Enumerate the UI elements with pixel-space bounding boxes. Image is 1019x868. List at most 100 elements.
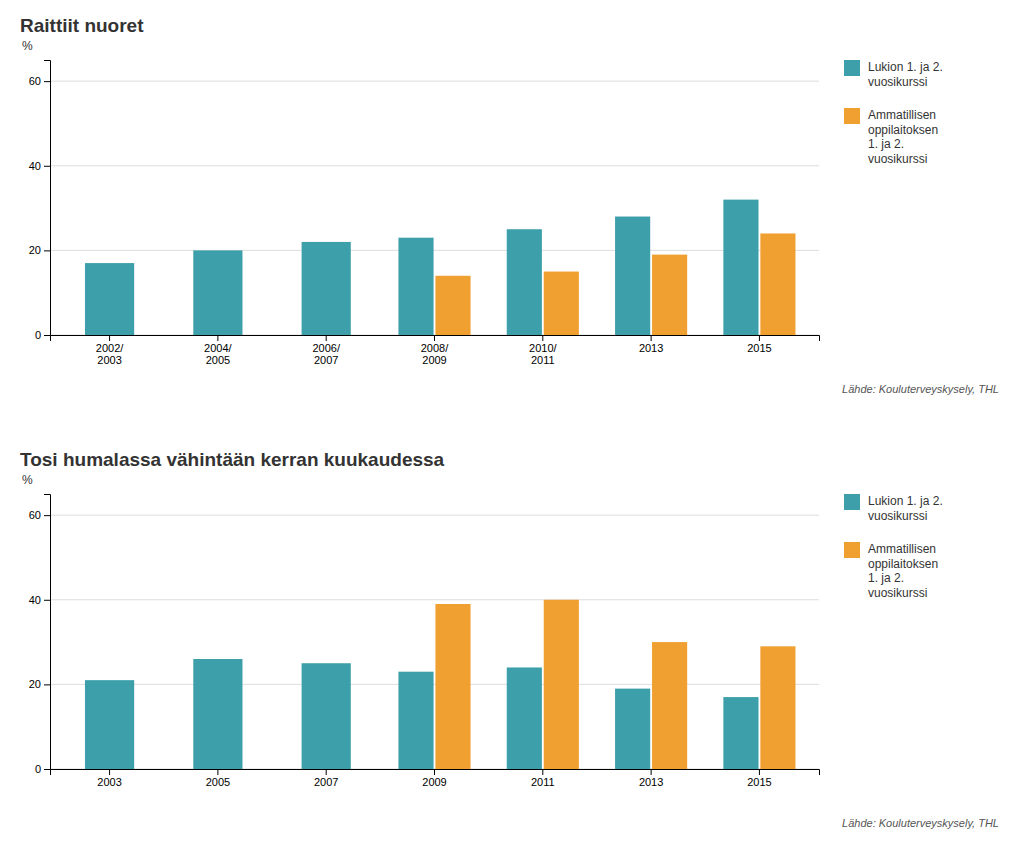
tick-label: 2007 [314, 776, 338, 788]
legend-item: Ammatillisenoppilaitoksen1. ja 2.vuosiku… [844, 108, 938, 166]
tick-label-line: 2013 [639, 776, 663, 788]
legend-label-line: vuosikurssi [868, 586, 927, 600]
tick: 2004/2005 [204, 335, 232, 366]
bars [85, 200, 796, 335]
bars [85, 600, 796, 769]
tick-label: 2013 [639, 342, 663, 354]
tick-label-line: 2010/ [529, 342, 557, 354]
tick-label-line: 2015 [747, 342, 771, 354]
tick-mark [44, 250, 50, 251]
tick-mark [326, 769, 327, 775]
legend-label: Ammatillisenoppilaitoksen1. ja 2.vuosiku… [868, 108, 938, 165]
axis-domain [51, 770, 820, 776]
axis-domain [44, 495, 51, 770]
tick-label-line: 2003 [97, 776, 121, 788]
legend-label-line: Lukion 1. ja 2. [868, 494, 943, 508]
grid-line [50, 250, 819, 251]
tick-label: 0 [35, 329, 41, 341]
tick: 40 [29, 160, 50, 172]
tick-mark [44, 769, 50, 770]
tick-label: 2002/2003 [96, 342, 124, 367]
legend-label-line: 1. ja 2. [868, 137, 904, 151]
tick: 2002/2003 [96, 335, 124, 366]
tick-label-line: 2015 [747, 776, 771, 788]
chart: Tosi humalassa vähintään kerran kuukaude… [20, 449, 999, 829]
bar [760, 233, 795, 335]
legend-label: Ammatillisenoppilaitoksen1. ja 2.vuosiku… [868, 542, 938, 599]
legend-label-line: Ammatillisen [868, 108, 936, 122]
bar [723, 697, 758, 769]
grid [50, 515, 819, 769]
tick-label-line: 2009 [422, 354, 446, 366]
tick: 2011 [531, 769, 555, 788]
tick-mark [109, 335, 110, 341]
grid [50, 81, 819, 335]
legend-label-line: vuosikurssi [868, 75, 927, 89]
legend-label: Lukion 1. ja 2.vuosikurssi [868, 494, 943, 522]
tick: 2008/2009 [421, 335, 449, 366]
tick-label-line: 2005 [206, 776, 230, 788]
tick-mark [44, 81, 50, 82]
tick: 2013 [639, 335, 663, 354]
tick-label: 2011 [531, 776, 555, 788]
tick: 2005 [206, 769, 230, 788]
legend-label-line: Lukion 1. ja 2. [868, 60, 943, 74]
bar [302, 242, 351, 335]
tick-mark [542, 769, 543, 775]
tick-mark [44, 684, 50, 685]
tick: 60 [29, 509, 50, 521]
tick-mark [217, 769, 218, 775]
legend-label-line: Ammatillisen [868, 542, 936, 556]
tick-mark [44, 515, 50, 516]
legend-label-line: oppilaitoksen [868, 557, 938, 571]
title: Tosi humalassa vähintään kerran kuukaude… [20, 449, 445, 470]
legend-label: Lukion 1. ja 2.vuosikurssi [868, 60, 943, 88]
tick-label: 2008/2009 [421, 342, 449, 367]
bar [544, 272, 579, 335]
tick-mark [542, 335, 543, 341]
tick-label: 2010/2011 [529, 342, 557, 367]
tick-label: 60 [29, 75, 41, 87]
tick: 40 [29, 594, 50, 606]
axis-domain [44, 61, 51, 336]
tick-label: 40 [29, 594, 41, 606]
tick: 20 [29, 244, 50, 256]
tick: 0 [35, 329, 50, 341]
tick-label-line: 2007 [314, 776, 338, 788]
tick: 2015 [747, 769, 771, 788]
grid-line [50, 684, 819, 685]
tick-label-line: 2004/ [204, 342, 232, 354]
legend-label-line: vuosikurssi [868, 152, 927, 166]
bar [723, 200, 758, 335]
tick-label-line: 2005 [206, 354, 230, 366]
axis-label: % [22, 473, 33, 487]
tick-label-line: 2002/ [96, 342, 124, 354]
tick-label: 2004/2005 [204, 342, 232, 367]
tick-label-line: 2011 [531, 776, 555, 788]
tick-label-line: 2009 [422, 776, 446, 788]
tick-mark [434, 769, 435, 775]
bar [652, 255, 687, 335]
tick-label: 60 [29, 509, 41, 521]
legend-swatch [844, 542, 860, 558]
bar [435, 276, 470, 335]
legend-label-line: 1. ja 2. [868, 571, 904, 585]
legend-label-line: vuosikurssi [868, 509, 927, 523]
bar [760, 646, 795, 769]
tick: 2007 [314, 769, 338, 788]
y-axis: 0204060 [29, 495, 51, 776]
tick-mark [44, 335, 50, 336]
grid-line [50, 599, 819, 600]
bar [615, 217, 650, 335]
bar [302, 663, 351, 769]
x-axis: 2003 2005 2007 2009 2011 2013 2015 [51, 769, 820, 788]
axis-label: % [22, 39, 33, 53]
legend-item: Lukion 1. ja 2.vuosikurssi [844, 494, 943, 523]
tick: 2006/2007 [312, 335, 340, 366]
tick: 2010/2011 [529, 335, 557, 366]
tick-mark [326, 335, 327, 341]
legend-item: Ammatillisenoppilaitoksen1. ja 2.vuosiku… [844, 542, 938, 600]
tick-label-line: 2006/ [312, 342, 340, 354]
chart-root: Raittiit nuoret0204060%2002/20032004/200… [0, 0, 1019, 868]
legend-item: Lukion 1. ja 2.vuosikurssi [844, 60, 943, 89]
